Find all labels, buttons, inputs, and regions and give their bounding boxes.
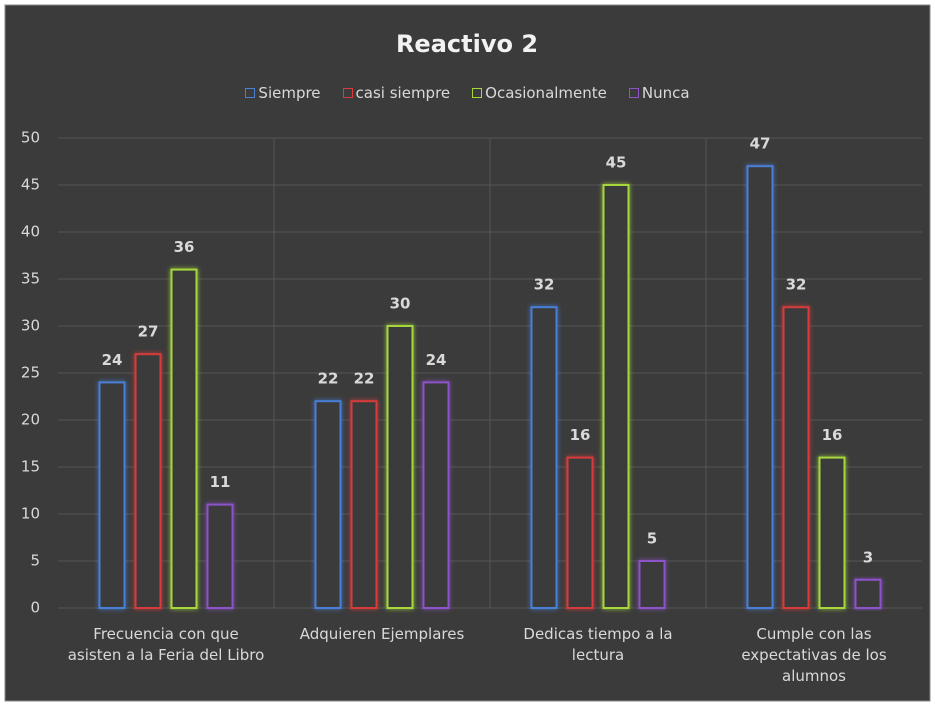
legend-label: Ocasionalmente [485,84,607,102]
bar [854,578,882,609]
chart-title: Reactivo 2 [396,30,538,58]
legend-item: Nunca [628,84,690,102]
data-label: 24 [426,351,447,369]
x-tick-label: Dedicas tiempo a la lectura [523,625,673,664]
bar [566,456,594,609]
data-label: 32 [534,276,555,294]
y-tick-label: 45 [21,176,40,194]
data-label: 27 [138,323,159,341]
data-label: 22 [354,370,375,388]
y-tick-label: 30 [21,317,40,335]
data-label: 45 [606,154,627,172]
y-tick-label: 15 [21,458,40,476]
x-tick-label: Adquieren Ejemplares [299,625,465,643]
bar [134,353,162,610]
y-tick-label: 5 [30,552,40,570]
data-label: 30 [390,295,411,313]
y-tick-label: 20 [21,411,40,429]
bar [818,456,846,609]
y-tick-label: 40 [21,223,40,241]
data-label: 5 [647,530,657,548]
bar [206,503,234,610]
bar [386,325,414,609]
data-label: 36 [174,238,195,256]
bar [530,306,558,609]
data-label: 47 [750,135,771,153]
legend-swatch [245,88,256,98]
bar [638,560,666,609]
legend-item: Siempre [245,84,321,102]
bar [782,306,810,609]
legend-swatch [628,88,639,98]
legend-label: Siempre [258,84,321,102]
y-tick-label: 0 [30,599,40,617]
bar [422,381,450,609]
legend: Siempre casi siempre Ocasionalmente Nunca [0,84,935,102]
legend-swatch [342,88,353,98]
legend-item: casi siempre [342,84,451,102]
x-tick-label: Cumple con las expectativas de los alumn… [741,625,887,685]
data-label: 3 [863,548,873,566]
bar [746,165,774,609]
bar [314,400,342,610]
bar [98,381,126,609]
data-label: 22 [318,370,339,388]
y-tick-label: 25 [21,364,40,382]
data-label: 32 [786,276,807,294]
y-tick-label: 10 [21,505,40,523]
legend-label: casi siempre [355,84,451,102]
bar [350,400,378,610]
legend-swatch [472,88,483,98]
y-tick-label: 35 [21,270,40,288]
data-label: 11 [210,473,231,491]
bar [170,268,198,609]
data-label: 16 [822,426,843,444]
y-tick-label: 50 [21,129,40,147]
data-label: 24 [102,351,123,369]
legend-label: Nunca [641,84,690,102]
x-tick-label: Frecuencia con que asisten a la Feria de… [67,625,265,664]
data-label: 16 [570,426,591,444]
bar [602,184,630,609]
legend-item: Ocasionalmente [472,84,607,102]
